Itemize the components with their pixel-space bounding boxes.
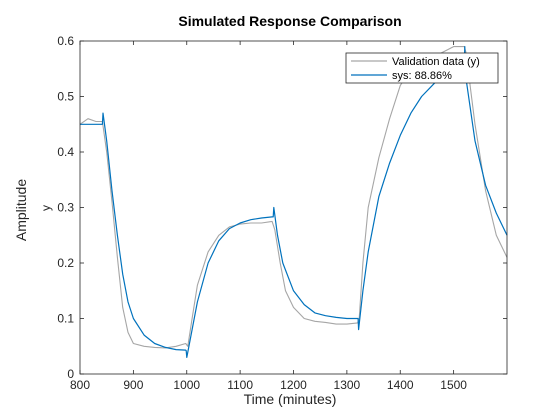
legend: Validation data (y) sys: 88.86% <box>345 52 499 84</box>
y-tick-label: 0.5 <box>57 90 74 104</box>
x-tick-label: 1200 <box>280 378 307 392</box>
x-tick-label: 1400 <box>387 378 414 392</box>
y-tick-label: 0.1 <box>57 312 74 326</box>
legend-label-sys: sys: 88.86% <box>392 70 452 82</box>
y-tick-label: 0.6 <box>57 34 74 48</box>
legend-box <box>345 52 499 84</box>
y-tick-label: 0.4 <box>57 145 74 159</box>
series-line-sys <box>80 45 508 358</box>
axes-box <box>79 40 508 375</box>
y-output-label: y <box>39 205 53 211</box>
x-tick-label: 900 <box>123 378 143 392</box>
y-tick-label: 0.2 <box>57 256 74 270</box>
y-axis-label: Amplitude <box>13 179 29 241</box>
chart-title: Simulated Response Comparison <box>178 13 401 29</box>
legend-label-validation: Validation data (y) <box>392 56 480 68</box>
y-tick-label: 0 <box>67 367 74 381</box>
x-tick-label: 1000 <box>173 378 200 392</box>
x-tick-label: 1100 <box>227 378 253 392</box>
tick-marks <box>79 40 507 375</box>
x-tick-label: 1300 <box>334 378 361 392</box>
x-axis-label: Time (minutes) <box>244 391 337 407</box>
x-tick-label: 800 <box>70 378 90 392</box>
x-tick-label: 1500 <box>440 378 467 392</box>
y-tick-label: 0.3 <box>57 201 74 215</box>
tick-labels: 800 900 1000 1100 1200 1300 1400 1500 0 0.1 0.2 0.3… <box>57 34 467 392</box>
plot-area <box>80 41 507 374</box>
